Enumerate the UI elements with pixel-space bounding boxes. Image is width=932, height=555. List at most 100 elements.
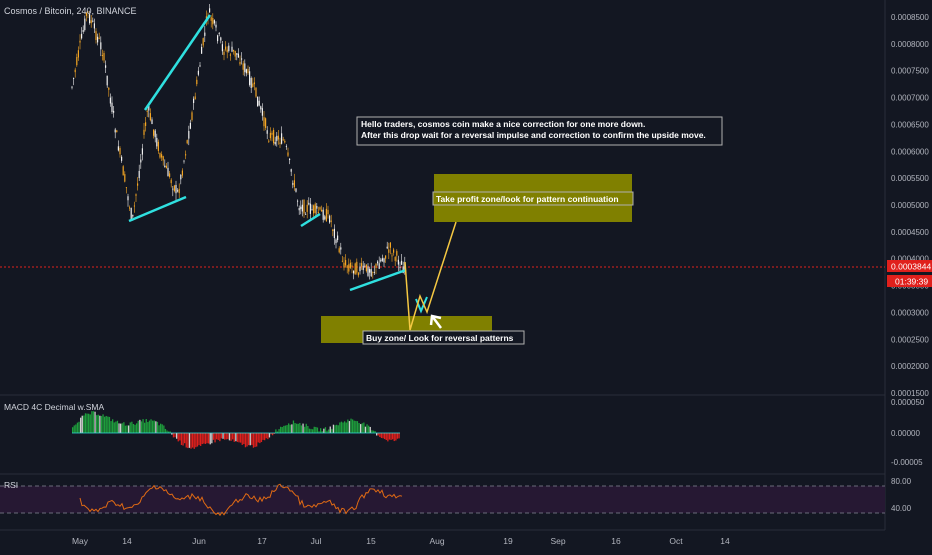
macd-bar <box>376 433 378 436</box>
candle-body <box>205 16 207 19</box>
candle-body <box>74 69 76 73</box>
price-tick-label: 0.0007500 <box>891 67 929 76</box>
rsi-series-line <box>79 483 403 517</box>
candle-body <box>311 209 313 211</box>
candle-body <box>332 229 334 232</box>
macd-bar <box>73 425 75 433</box>
candle-body <box>249 71 251 85</box>
candle-body <box>284 140 286 143</box>
price-tick-label: 0.0008500 <box>891 13 929 22</box>
candle-body <box>125 187 127 189</box>
trendline-upper-1[interactable] <box>143 14 212 111</box>
macd-bar <box>153 420 155 433</box>
macd-bar <box>387 433 389 442</box>
macd-bar <box>308 428 311 433</box>
macd-bar <box>340 421 343 433</box>
candle-body <box>71 86 73 88</box>
macd-bar <box>214 433 216 443</box>
macd-bar <box>334 425 336 433</box>
price-tick-label: 0.0003000 <box>891 308 929 317</box>
candle-body <box>316 205 318 209</box>
time-tick-label: 17 <box>257 536 267 546</box>
rsi-band <box>0 486 885 513</box>
macd-bar <box>99 415 101 433</box>
candle-body <box>394 257 396 261</box>
candle-body <box>178 188 180 194</box>
candle-body <box>369 269 371 273</box>
candle-body <box>175 184 177 194</box>
candle-body <box>153 129 155 136</box>
macd-bar <box>150 419 152 433</box>
candle-body <box>335 239 337 244</box>
candle-body <box>378 263 380 269</box>
macd-bar <box>148 420 151 433</box>
macd-bar <box>297 423 299 433</box>
macd-bar <box>120 423 122 433</box>
candle-body <box>273 129 275 144</box>
macd-bar <box>160 423 162 433</box>
candles-group <box>71 3 406 280</box>
trendline-lower-3[interactable] <box>349 268 407 292</box>
candle-body <box>225 46 227 50</box>
macd-bar <box>284 425 287 433</box>
candle-body <box>177 190 179 192</box>
macd-bar <box>81 415 83 433</box>
trendline-lower-2[interactable] <box>300 212 321 228</box>
macd-bar <box>241 433 243 445</box>
candle-body <box>244 63 246 73</box>
candle-body <box>293 180 295 188</box>
macd-bar <box>361 423 363 433</box>
current-price-value: 0.0003844 <box>891 262 931 272</box>
macd-bar <box>278 429 280 433</box>
macd-bar <box>350 418 352 433</box>
macd-bar <box>177 433 179 442</box>
macd-bar <box>227 433 229 440</box>
candle-body <box>386 246 388 249</box>
candle-body <box>265 118 267 128</box>
idea-note-line2: After this drop wait for a reversal impu… <box>361 130 706 140</box>
candle-body <box>146 111 148 112</box>
candle-body <box>221 44 223 52</box>
macd-bar <box>244 433 247 448</box>
projection-path[interactable] <box>404 221 457 331</box>
candle-body <box>319 207 321 210</box>
idea-note-box[interactable] <box>356 116 723 146</box>
macd-bar <box>91 411 93 433</box>
take-profit-label-box[interactable] <box>432 191 634 206</box>
macd-bar <box>260 433 263 443</box>
macd-bar <box>104 416 106 433</box>
macd-bar <box>318 431 320 433</box>
buy-zone-label-box[interactable] <box>362 330 525 345</box>
candle-body <box>186 140 188 144</box>
trendline-lower-1[interactable] <box>128 195 187 223</box>
candle-body <box>180 174 182 180</box>
macd-bar <box>92 411 95 433</box>
countdown-value: 01:39:39 <box>895 277 928 287</box>
candle-body <box>141 148 143 155</box>
macd-bar <box>129 422 131 433</box>
macd-bar <box>323 428 325 433</box>
time-tick-label: 19 <box>503 536 513 546</box>
candle-body <box>84 18 86 31</box>
macd-bar <box>249 433 251 446</box>
macd-bar <box>246 433 248 447</box>
price-tick-label: 0.0002000 <box>891 362 929 371</box>
candle-body <box>154 130 156 138</box>
time-tick-label: Jun <box>192 536 206 546</box>
candle-body <box>164 165 166 167</box>
candle-body <box>196 79 198 85</box>
macd-bar <box>329 426 331 433</box>
candle-body <box>113 110 115 113</box>
macd-bar <box>216 433 218 440</box>
macd-bar <box>193 433 195 449</box>
macd-bar <box>83 415 85 433</box>
candle-body <box>173 185 175 191</box>
time-tick-label: 16 <box>611 536 621 546</box>
arrow-icon <box>429 314 442 329</box>
candle-body <box>133 205 135 207</box>
candle-body <box>279 142 281 144</box>
candle-body <box>322 209 324 220</box>
candle-body <box>317 212 319 213</box>
